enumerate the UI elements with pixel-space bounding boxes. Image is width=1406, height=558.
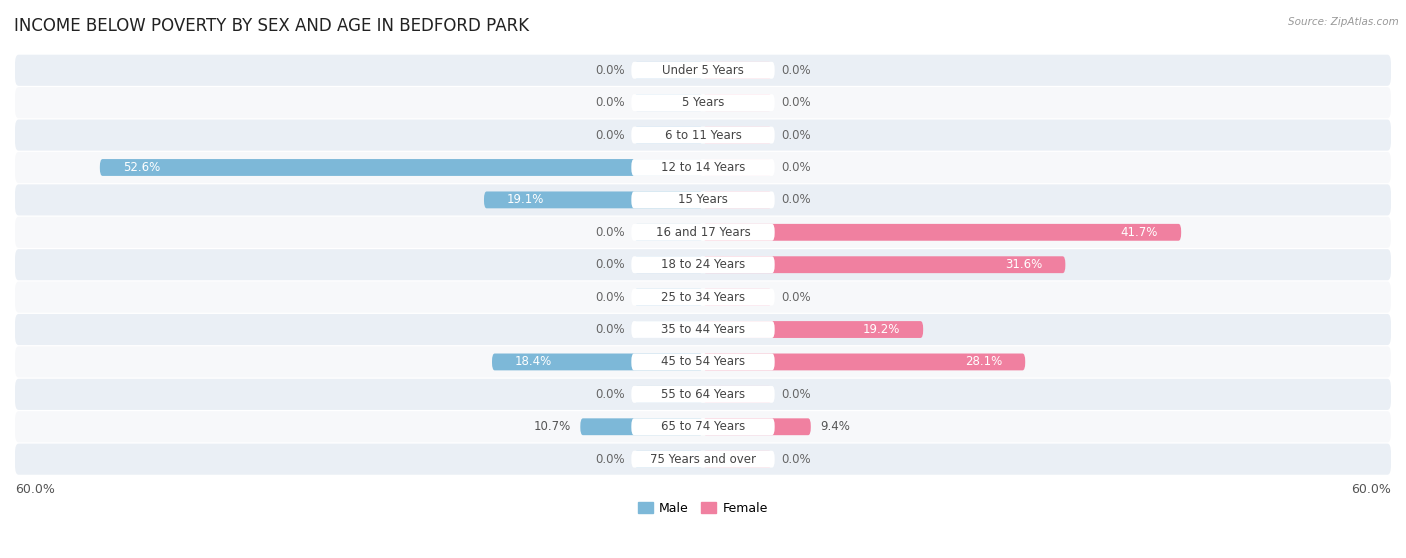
Text: 0.0%: 0.0% <box>595 64 626 77</box>
FancyBboxPatch shape <box>631 191 775 208</box>
FancyBboxPatch shape <box>703 191 772 208</box>
Text: 19.1%: 19.1% <box>508 194 544 206</box>
Text: 16 and 17 Years: 16 and 17 Years <box>655 226 751 239</box>
FancyBboxPatch shape <box>634 288 703 306</box>
Text: 0.0%: 0.0% <box>780 194 811 206</box>
Text: 75 Years and over: 75 Years and over <box>650 453 756 466</box>
Text: 28.1%: 28.1% <box>965 355 1002 368</box>
FancyBboxPatch shape <box>631 94 775 111</box>
FancyBboxPatch shape <box>634 386 703 403</box>
Text: 0.0%: 0.0% <box>780 453 811 466</box>
Text: 41.7%: 41.7% <box>1121 226 1159 239</box>
FancyBboxPatch shape <box>703 159 772 176</box>
Text: 35 to 44 Years: 35 to 44 Years <box>661 323 745 336</box>
Text: 31.6%: 31.6% <box>1005 258 1042 271</box>
FancyBboxPatch shape <box>15 314 1391 345</box>
FancyBboxPatch shape <box>703 288 772 306</box>
Text: 10.7%: 10.7% <box>534 420 571 433</box>
FancyBboxPatch shape <box>631 451 775 468</box>
FancyBboxPatch shape <box>634 451 703 468</box>
Text: 0.0%: 0.0% <box>595 226 626 239</box>
FancyBboxPatch shape <box>631 321 775 338</box>
Text: 5 Years: 5 Years <box>682 96 724 109</box>
FancyBboxPatch shape <box>631 224 775 240</box>
Text: INCOME BELOW POVERTY BY SEX AND AGE IN BEDFORD PARK: INCOME BELOW POVERTY BY SEX AND AGE IN B… <box>14 17 529 35</box>
FancyBboxPatch shape <box>703 321 924 338</box>
FancyBboxPatch shape <box>15 444 1391 475</box>
Text: 0.0%: 0.0% <box>595 291 626 304</box>
FancyBboxPatch shape <box>631 288 775 306</box>
Text: 60.0%: 60.0% <box>15 483 55 497</box>
FancyBboxPatch shape <box>15 249 1391 280</box>
FancyBboxPatch shape <box>703 386 772 403</box>
Text: 19.2%: 19.2% <box>863 323 900 336</box>
Text: 18.4%: 18.4% <box>515 355 553 368</box>
FancyBboxPatch shape <box>631 256 775 273</box>
FancyBboxPatch shape <box>100 159 703 176</box>
Text: 45 to 54 Years: 45 to 54 Years <box>661 355 745 368</box>
Text: 0.0%: 0.0% <box>780 128 811 142</box>
Text: 60.0%: 60.0% <box>1351 483 1391 497</box>
FancyBboxPatch shape <box>15 217 1391 248</box>
FancyBboxPatch shape <box>634 62 703 79</box>
FancyBboxPatch shape <box>631 418 775 435</box>
FancyBboxPatch shape <box>631 354 775 371</box>
Text: Source: ZipAtlas.com: Source: ZipAtlas.com <box>1288 17 1399 27</box>
Text: 0.0%: 0.0% <box>780 291 811 304</box>
FancyBboxPatch shape <box>15 119 1391 151</box>
Text: 0.0%: 0.0% <box>780 388 811 401</box>
Text: 6 to 11 Years: 6 to 11 Years <box>665 128 741 142</box>
FancyBboxPatch shape <box>484 191 703 208</box>
Text: 0.0%: 0.0% <box>595 453 626 466</box>
Text: 0.0%: 0.0% <box>595 323 626 336</box>
FancyBboxPatch shape <box>631 62 775 79</box>
Text: 25 to 34 Years: 25 to 34 Years <box>661 291 745 304</box>
FancyBboxPatch shape <box>703 62 772 79</box>
FancyBboxPatch shape <box>703 354 1025 371</box>
FancyBboxPatch shape <box>634 321 703 338</box>
Text: 12 to 14 Years: 12 to 14 Years <box>661 161 745 174</box>
FancyBboxPatch shape <box>15 184 1391 215</box>
FancyBboxPatch shape <box>15 87 1391 118</box>
FancyBboxPatch shape <box>703 256 1066 273</box>
FancyBboxPatch shape <box>631 386 775 403</box>
FancyBboxPatch shape <box>15 55 1391 86</box>
FancyBboxPatch shape <box>703 451 772 468</box>
FancyBboxPatch shape <box>634 127 703 143</box>
Text: 55 to 64 Years: 55 to 64 Years <box>661 388 745 401</box>
FancyBboxPatch shape <box>703 418 811 435</box>
FancyBboxPatch shape <box>581 418 703 435</box>
FancyBboxPatch shape <box>703 127 772 143</box>
Text: 0.0%: 0.0% <box>595 258 626 271</box>
Text: 0.0%: 0.0% <box>780 161 811 174</box>
Text: 0.0%: 0.0% <box>595 128 626 142</box>
Legend: Male, Female: Male, Female <box>633 497 773 519</box>
Text: 0.0%: 0.0% <box>595 96 626 109</box>
FancyBboxPatch shape <box>492 354 703 371</box>
FancyBboxPatch shape <box>634 224 703 240</box>
Text: 65 to 74 Years: 65 to 74 Years <box>661 420 745 433</box>
Text: 0.0%: 0.0% <box>780 64 811 77</box>
FancyBboxPatch shape <box>15 347 1391 378</box>
FancyBboxPatch shape <box>703 224 1181 240</box>
FancyBboxPatch shape <box>634 256 703 273</box>
FancyBboxPatch shape <box>15 282 1391 312</box>
FancyBboxPatch shape <box>15 411 1391 442</box>
FancyBboxPatch shape <box>634 94 703 111</box>
Text: 0.0%: 0.0% <box>780 96 811 109</box>
FancyBboxPatch shape <box>15 152 1391 183</box>
FancyBboxPatch shape <box>631 159 775 176</box>
Text: 52.6%: 52.6% <box>122 161 160 174</box>
Text: Under 5 Years: Under 5 Years <box>662 64 744 77</box>
Text: 18 to 24 Years: 18 to 24 Years <box>661 258 745 271</box>
Text: 0.0%: 0.0% <box>595 388 626 401</box>
FancyBboxPatch shape <box>631 127 775 143</box>
FancyBboxPatch shape <box>703 94 772 111</box>
Text: 9.4%: 9.4% <box>820 420 849 433</box>
Text: 15 Years: 15 Years <box>678 194 728 206</box>
FancyBboxPatch shape <box>15 379 1391 410</box>
